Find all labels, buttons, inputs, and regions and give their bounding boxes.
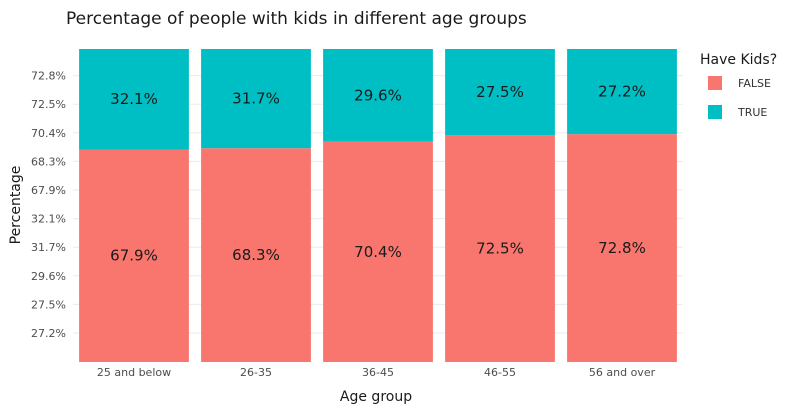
y-tick-label: 31.7%: [31, 241, 66, 254]
chart-title: Percentage of people with kids in differ…: [66, 9, 527, 29]
legend-swatch-true: [708, 105, 722, 119]
bar-true-4: [445, 49, 555, 136]
x-tick-label: 25 and below: [97, 366, 171, 379]
data-label: 31.7%: [232, 90, 280, 108]
data-label: 72.5%: [476, 240, 524, 258]
legend-title: Have Kids?: [700, 52, 778, 68]
legend-item-true: TRUE: [708, 104, 767, 120]
legend-swatch-false: [708, 76, 722, 90]
y-tick-label: 27.2%: [31, 327, 66, 340]
y-tick-label: 29.6%: [31, 270, 66, 283]
x-tick-label: 46-55: [484, 366, 516, 379]
data-label: 70.4%: [354, 243, 402, 261]
x-axis-label: Age group: [340, 389, 412, 405]
x-tick-label: 56 and over: [589, 366, 656, 379]
data-label: 67.9%: [110, 247, 158, 265]
y-tick-label: 70.4%: [31, 127, 66, 140]
bar-true-3: [323, 49, 433, 142]
y-tick-label: 68.3%: [31, 155, 66, 168]
x-tick-label: 26-35: [240, 366, 272, 379]
x-tick-label: 36-45: [362, 366, 394, 379]
bar-true-5: [567, 49, 677, 135]
data-label: 72.8%: [598, 239, 646, 257]
y-tick-label: 72.5%: [31, 98, 66, 111]
y-tick-label: 67.9%: [31, 184, 66, 197]
y-tick-label: 27.5%: [31, 298, 66, 311]
data-label: 32.1%: [110, 90, 158, 108]
legend-label-true: TRUE: [738, 105, 768, 119]
legend-item-false: FALSE: [708, 75, 771, 91]
bar-false-1: [79, 149, 189, 362]
data-label: 27.2%: [598, 83, 646, 101]
bar-false-2: [201, 148, 311, 362]
bar-false-3: [323, 141, 433, 362]
data-label: 27.5%: [476, 83, 524, 101]
bar-false-4: [445, 135, 555, 362]
bar-true-1: [79, 49, 189, 150]
data-label: 29.6%: [354, 86, 402, 104]
data-label: 68.3%: [232, 246, 280, 264]
y-axis-label: Percentage: [8, 166, 24, 245]
legend-label-false: FALSE: [738, 76, 771, 90]
y-tick-label: 72.8%: [31, 70, 66, 83]
y-tick-label: 32.1%: [31, 213, 66, 226]
bar-false-5: [567, 134, 677, 362]
bar-true-2: [201, 49, 311, 149]
